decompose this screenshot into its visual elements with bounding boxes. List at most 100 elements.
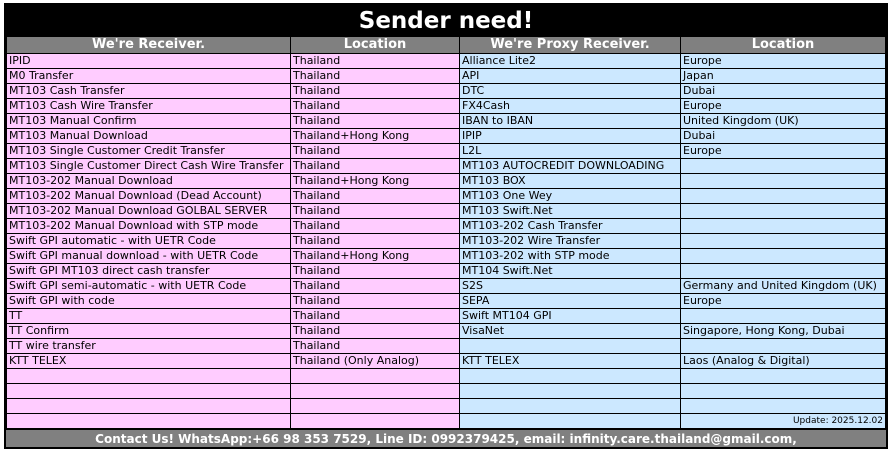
receiver-location-cell[interactable]: Thailand — [290, 218, 460, 234]
proxy-service-cell[interactable]: DTC — [459, 83, 681, 99]
proxy-location-cell[interactable] — [680, 383, 886, 399]
update-note[interactable]: Update: 2025.12.02 — [680, 413, 886, 429]
receiver-service-cell[interactable] — [6, 398, 291, 414]
receiver-location-cell[interactable] — [290, 368, 460, 384]
proxy-location-cell[interactable] — [680, 368, 886, 384]
receiver-location-cell[interactable]: Thailand+Hong Kong — [290, 248, 460, 264]
proxy-service-cell[interactable] — [459, 413, 681, 429]
proxy-location-cell[interactable]: Dubai — [680, 128, 886, 144]
proxy-location-cell[interactable] — [680, 158, 886, 174]
proxy-service-cell[interactable]: Alliance Lite2 — [459, 53, 681, 69]
proxy-location-cell[interactable] — [680, 188, 886, 204]
proxy-location-cell[interactable] — [680, 203, 886, 219]
proxy-service-cell[interactable] — [459, 368, 681, 384]
receiver-location-cell[interactable]: Thailand — [290, 113, 460, 129]
proxy-service-cell[interactable]: MT103 One Wey — [459, 188, 681, 204]
proxy-location-cell[interactable] — [680, 173, 886, 189]
proxy-service-cell[interactable]: API — [459, 68, 681, 84]
receiver-service-cell[interactable]: MT103-202 Manual Download (Dead Account) — [6, 188, 291, 204]
receiver-service-cell[interactable]: Swift GPI MT103 direct cash transfer — [6, 263, 291, 279]
proxy-location-cell[interactable]: Germany and United Kingdom (UK) — [680, 278, 886, 294]
receiver-location-cell[interactable]: Thailand (Only Analog) — [290, 353, 460, 369]
proxy-location-cell[interactable] — [680, 233, 886, 249]
receiver-location-cell[interactable] — [290, 383, 460, 399]
receiver-location-cell[interactable]: Thailand — [290, 188, 460, 204]
receiver-service-cell[interactable]: MT103 Single Customer Direct Cash Wire T… — [6, 158, 291, 174]
receiver-service-cell[interactable]: MT103-202 Manual Download GOLBAL SERVER — [6, 203, 291, 219]
receiver-location-cell[interactable]: Thailand — [290, 308, 460, 324]
receiver-location-cell[interactable]: Thailand — [290, 338, 460, 354]
proxy-location-cell[interactable] — [680, 263, 886, 279]
receiver-service-cell[interactable] — [6, 383, 291, 399]
proxy-service-cell[interactable] — [459, 338, 681, 354]
receiver-location-cell[interactable]: Thailand — [290, 143, 460, 159]
receiver-location-cell[interactable]: Thailand — [290, 98, 460, 114]
receiver-service-cell[interactable]: MT103 Manual Download — [6, 128, 291, 144]
receiver-service-cell[interactable]: Swift GPI automatic - with UETR Code — [6, 233, 291, 249]
receiver-location-cell[interactable]: Thailand — [290, 203, 460, 219]
proxy-location-cell[interactable]: Europe — [680, 98, 886, 114]
proxy-location-cell[interactable]: Dubai — [680, 83, 886, 99]
proxy-location-cell[interactable] — [680, 398, 886, 414]
receiver-service-cell[interactable]: KTT TELEX — [6, 353, 291, 369]
proxy-service-cell[interactable]: S2S — [459, 278, 681, 294]
receiver-location-cell[interactable]: Thailand — [290, 158, 460, 174]
receiver-service-cell[interactable]: MT103-202 Manual Download with STP mode — [6, 218, 291, 234]
receiver-service-cell[interactable] — [6, 413, 291, 429]
proxy-location-cell[interactable] — [680, 248, 886, 264]
proxy-service-cell[interactable]: SEPA — [459, 293, 681, 309]
proxy-location-cell[interactable]: United Kingdom (UK) — [680, 113, 886, 129]
receiver-service-cell[interactable]: MT103 Cash Wire Transfer — [6, 98, 291, 114]
receiver-service-cell[interactable]: TT — [6, 308, 291, 324]
proxy-location-cell[interactable]: Europe — [680, 293, 886, 309]
receiver-location-cell[interactable]: Thailand — [290, 53, 460, 69]
receiver-service-cell[interactable] — [6, 368, 291, 384]
proxy-service-cell[interactable]: MT103 AUTOCREDIT DOWNLOADING — [459, 158, 681, 174]
receiver-location-cell[interactable]: Thailand — [290, 263, 460, 279]
proxy-location-cell[interactable] — [680, 218, 886, 234]
proxy-service-cell[interactable]: MT103 Swift.Net — [459, 203, 681, 219]
receiver-location-cell[interactable]: Thailand — [290, 68, 460, 84]
receiver-service-cell[interactable]: MT103 Cash Transfer — [6, 83, 291, 99]
proxy-service-cell[interactable]: L2L — [459, 143, 681, 159]
receiver-location-cell[interactable]: Thailand — [290, 278, 460, 294]
receiver-location-cell[interactable]: Thailand — [290, 83, 460, 99]
receiver-service-cell[interactable]: MT103 Manual Confirm — [6, 113, 291, 129]
receiver-location-cell[interactable] — [290, 413, 460, 429]
receiver-location-cell[interactable]: Thailand — [290, 233, 460, 249]
receiver-service-cell[interactable]: MT103-202 Manual Download — [6, 173, 291, 189]
receiver-location-cell[interactable]: Thailand — [290, 293, 460, 309]
receiver-location-cell[interactable]: Thailand+Hong Kong — [290, 128, 460, 144]
proxy-service-cell[interactable] — [459, 398, 681, 414]
proxy-service-cell[interactable]: Swift MT104 GPI — [459, 308, 681, 324]
proxy-service-cell[interactable]: MT103 BOX — [459, 173, 681, 189]
proxy-service-cell[interactable]: MT104 Swift.Net — [459, 263, 681, 279]
proxy-location-cell[interactable] — [680, 308, 886, 324]
receiver-service-cell[interactable]: TT Confirm — [6, 323, 291, 339]
receiver-location-cell[interactable]: Thailand — [290, 323, 460, 339]
receiver-location-cell[interactable] — [290, 398, 460, 414]
proxy-location-cell[interactable]: Laos (Analog & Digital) — [680, 353, 886, 369]
receiver-location-cell[interactable]: Thailand+Hong Kong — [290, 173, 460, 189]
proxy-service-cell[interactable]: VisaNet — [459, 323, 681, 339]
proxy-location-cell[interactable] — [680, 338, 886, 354]
receiver-service-cell[interactable]: Swift GPI manual download - with UETR Co… — [6, 248, 291, 264]
receiver-service-cell[interactable]: M0 Transfer — [6, 68, 291, 84]
receiver-service-cell[interactable]: TT wire transfer — [6, 338, 291, 354]
receiver-service-cell[interactable]: Swift GPI with code — [6, 293, 291, 309]
proxy-service-cell[interactable]: KTT TELEX — [459, 353, 681, 369]
receiver-service-cell[interactable]: Swift GPI semi-automatic - with UETR Cod… — [6, 278, 291, 294]
proxy-location-cell[interactable]: Europe — [680, 53, 886, 69]
proxy-location-cell[interactable]: Japan — [680, 68, 886, 84]
proxy-service-cell[interactable]: IBAN to IBAN — [459, 113, 681, 129]
proxy-service-cell[interactable]: MT103-202 Wire Transfer — [459, 233, 681, 249]
proxy-service-cell[interactable] — [459, 383, 681, 399]
proxy-service-cell[interactable]: IPIP — [459, 128, 681, 144]
receiver-service-cell[interactable]: IPID — [6, 53, 291, 69]
proxy-service-cell[interactable]: FX4Cash — [459, 98, 681, 114]
proxy-service-cell[interactable]: MT103-202 with STP mode — [459, 248, 681, 264]
proxy-location-cell[interactable]: Europe — [680, 143, 886, 159]
proxy-service-cell[interactable]: MT103-202 Cash Transfer — [459, 218, 681, 234]
proxy-location-cell[interactable]: Singapore, Hong Kong, Dubai — [680, 323, 886, 339]
receiver-service-cell[interactable]: MT103 Single Customer Credit Transfer — [6, 143, 291, 159]
